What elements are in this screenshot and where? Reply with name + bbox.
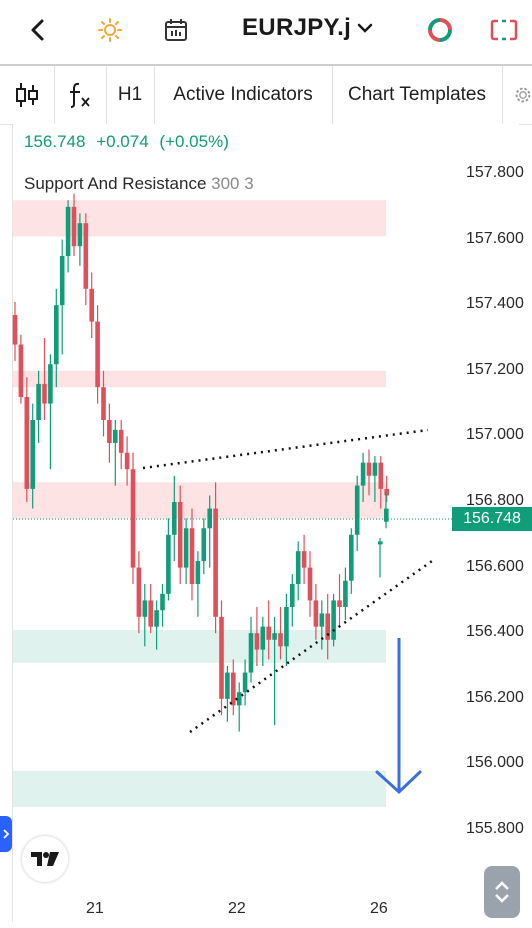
top-bar: EURJPY.j [0, 0, 532, 64]
tradingview-icon [31, 852, 59, 866]
last-price: 156.748 [24, 132, 86, 151]
y-axis-label: 156.600 [466, 557, 524, 575]
back-icon[interactable] [22, 14, 54, 46]
indicator-name: Support And Resistance [24, 174, 207, 193]
y-axis-label: 156.400 [466, 623, 524, 641]
y-axis-label: 156.000 [466, 754, 524, 772]
tradingview-logo[interactable] [22, 836, 68, 882]
layout-icon[interactable] [488, 14, 520, 46]
chevron-down-icon [357, 23, 373, 33]
x-axis-label: 21 [86, 900, 104, 917]
chart-templates-button[interactable]: Chart Templates [332, 66, 503, 124]
price-legend: 156.748 +0.074 (+0.05%) [24, 132, 235, 152]
current-price-tag: 156.748 [452, 507, 532, 531]
y-axis-label: 155.800 [466, 820, 524, 837]
chart-toolbar: H1 Active Indicators Chart Templates [0, 64, 532, 125]
indicators-fx-button[interactable] [54, 66, 107, 124]
y-axis-label: 157.200 [466, 360, 524, 378]
y-axis-label: 157.600 [466, 229, 524, 247]
candle-type-icon [16, 83, 38, 107]
scale-toggle-button[interactable] [484, 866, 520, 918]
theme-sun-icon[interactable] [94, 14, 126, 46]
rotate-icon[interactable] [424, 14, 456, 46]
y-axis-label: 156.200 [466, 688, 524, 706]
chevron-right-icon [3, 829, 10, 839]
active-indicators-button[interactable]: Active Indicators [154, 66, 333, 124]
fx-icon [70, 82, 90, 108]
settings-icon [515, 87, 531, 103]
x-axis-label: 22 [228, 900, 246, 917]
side-panel-toggle[interactable] [0, 816, 12, 852]
indicator-label[interactable]: Support And Resistance 300 3 [24, 174, 254, 194]
y-axis-label: 157.400 [466, 295, 524, 313]
calendar-icon[interactable] [160, 14, 192, 46]
y-axis-label: 156.800 [466, 492, 524, 509]
symbol-selector[interactable]: EURJPY.j [242, 14, 373, 42]
chevron-down-icon [495, 894, 509, 903]
chevron-up-icon [495, 881, 509, 890]
settings-button[interactable] [502, 66, 532, 124]
price-change-pct: (+0.05%) [159, 132, 229, 151]
candle-type-button[interactable] [0, 66, 55, 124]
timeframe-button[interactable]: H1 [106, 66, 155, 124]
price-change: +0.074 [96, 132, 149, 151]
indicator-params: 300 3 [211, 174, 254, 193]
chart-area[interactable] [12, 124, 519, 922]
y-axis-label: 157.800 [466, 164, 524, 181]
y-axis-label: 157.000 [466, 426, 524, 444]
x-axis-label: 26 [370, 900, 388, 917]
symbol-name: EURJPY.j [242, 14, 352, 41]
